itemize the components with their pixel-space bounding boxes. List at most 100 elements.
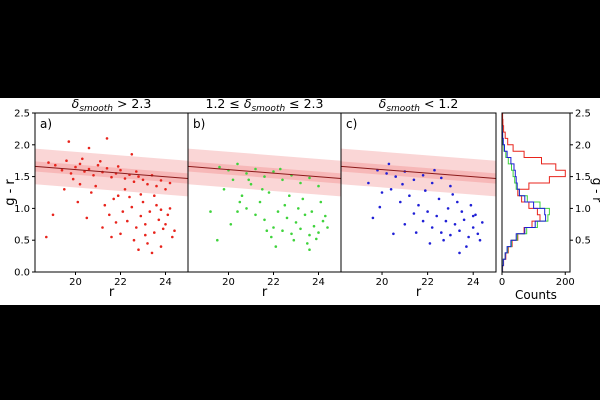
scatter-point bbox=[164, 188, 167, 191]
scatter-point bbox=[274, 245, 278, 248]
scatter-point bbox=[462, 218, 466, 222]
scatter-point bbox=[442, 238, 445, 242]
scatter-point bbox=[74, 165, 77, 169]
scatter-point bbox=[249, 182, 253, 186]
scatter-point bbox=[456, 200, 459, 204]
scatter-point bbox=[460, 210, 464, 213]
scatter-point bbox=[245, 172, 248, 175]
scatter-point bbox=[144, 233, 147, 237]
scatter-point bbox=[303, 213, 307, 217]
title-symbol: δ bbox=[72, 96, 80, 111]
scatter-point bbox=[478, 238, 482, 242]
scatter-point bbox=[267, 191, 271, 194]
panel-label: a) bbox=[40, 117, 52, 131]
scatter-point bbox=[69, 172, 73, 175]
scatter-point bbox=[240, 194, 244, 197]
scatter-point bbox=[276, 210, 280, 213]
scatter-point bbox=[168, 181, 172, 185]
scatter-point bbox=[173, 229, 176, 232]
scatter-point bbox=[119, 232, 122, 236]
scatter-point bbox=[317, 231, 320, 234]
scatter-point bbox=[288, 194, 291, 197]
y-tick-label: 0.5 bbox=[575, 236, 591, 247]
y-tick-label: 2.5 bbox=[575, 109, 591, 120]
scatter-point bbox=[294, 221, 298, 224]
panel-1: 20 22 24 0.0 0.5 1.0 1.5 2.0 2.5 r g - r a) δsmooth … bbox=[3, 96, 189, 300]
scatter-point bbox=[367, 181, 370, 185]
y-tick-label: 0.5 bbox=[14, 236, 30, 247]
title-suffix: > 2.3 bbox=[113, 96, 151, 111]
panel-title: δsmooth > 2.3 bbox=[72, 96, 152, 114]
scatter-point bbox=[65, 159, 68, 162]
scatter-point bbox=[103, 203, 107, 207]
scatter-point bbox=[440, 231, 443, 234]
scatter-point bbox=[76, 200, 80, 204]
scatter-point bbox=[209, 210, 212, 213]
scatter-point bbox=[281, 178, 284, 182]
scatter-point bbox=[428, 242, 432, 245]
scatter-point bbox=[437, 197, 441, 201]
x-tick-label: 20 bbox=[376, 277, 389, 288]
scatter-point bbox=[254, 213, 257, 217]
scatter-point bbox=[126, 219, 129, 223]
scatter-point bbox=[449, 233, 452, 237]
scatter-point bbox=[474, 213, 477, 217]
scatter-point bbox=[315, 237, 318, 241]
scatter-point bbox=[105, 167, 109, 170]
scatter-point bbox=[254, 167, 257, 171]
histogram-panel: 0 200 0.5 1.0 1.5 2.0 2.5 Counts g - r bbox=[499, 109, 600, 303]
scatter-point bbox=[47, 161, 50, 164]
title-subscript: smooth bbox=[386, 104, 420, 114]
scatter-points bbox=[45, 137, 176, 255]
scatter-point bbox=[96, 163, 100, 167]
scatter-point bbox=[440, 176, 443, 180]
scatter-point bbox=[148, 210, 152, 213]
scatter-point bbox=[54, 163, 57, 167]
scatter-point bbox=[308, 233, 311, 237]
scatter-point bbox=[159, 179, 163, 182]
scatter-point bbox=[299, 181, 302, 185]
scatter-point bbox=[319, 200, 323, 204]
x-tick-label: 22 bbox=[267, 277, 280, 288]
scatter-point bbox=[321, 219, 325, 223]
scatter-point bbox=[108, 213, 111, 217]
scatter-point bbox=[430, 181, 434, 185]
scatter-point bbox=[471, 214, 475, 218]
scatter-point bbox=[317, 184, 320, 188]
scatter-point bbox=[476, 232, 480, 236]
scatter-point bbox=[60, 168, 64, 172]
center-line bbox=[34, 165, 189, 180]
scatter-point bbox=[283, 203, 287, 207]
scatter-point bbox=[164, 223, 167, 226]
scatter-point bbox=[110, 175, 113, 179]
scatter-point bbox=[417, 203, 420, 207]
scatter-point bbox=[310, 210, 314, 213]
scatter-point bbox=[378, 205, 382, 209]
scatter-point bbox=[272, 226, 275, 229]
y-axis-label: g - r bbox=[3, 179, 18, 206]
figure-background bbox=[0, 98, 600, 305]
title-subscript: smooth bbox=[251, 104, 285, 114]
scatter-point bbox=[312, 224, 316, 228]
scatter-point bbox=[218, 165, 221, 169]
scatter-point bbox=[78, 182, 82, 186]
scatter-point bbox=[469, 203, 473, 207]
scatter-point bbox=[87, 167, 91, 171]
scatter-point bbox=[141, 200, 145, 204]
scatter-point bbox=[116, 165, 120, 168]
scatter-point bbox=[135, 226, 138, 229]
scatter-point bbox=[150, 251, 154, 255]
scatter-point bbox=[297, 207, 300, 210]
scatter-point bbox=[141, 178, 145, 182]
scatter-point bbox=[231, 178, 235, 182]
scatter-point bbox=[245, 207, 248, 210]
scatter-point bbox=[290, 232, 293, 236]
scatter-point bbox=[481, 221, 484, 224]
scatter-point bbox=[132, 180, 136, 183]
panel-label: b) bbox=[193, 117, 205, 131]
panels: 20 22 24 0.0 0.5 1.0 1.5 2.0 2.5 r g - r a) δsmooth … bbox=[3, 96, 600, 302]
scatter-point bbox=[45, 235, 48, 239]
scatter-point bbox=[63, 188, 66, 191]
plot-frame bbox=[501, 112, 571, 273]
scatter-point bbox=[399, 200, 402, 204]
